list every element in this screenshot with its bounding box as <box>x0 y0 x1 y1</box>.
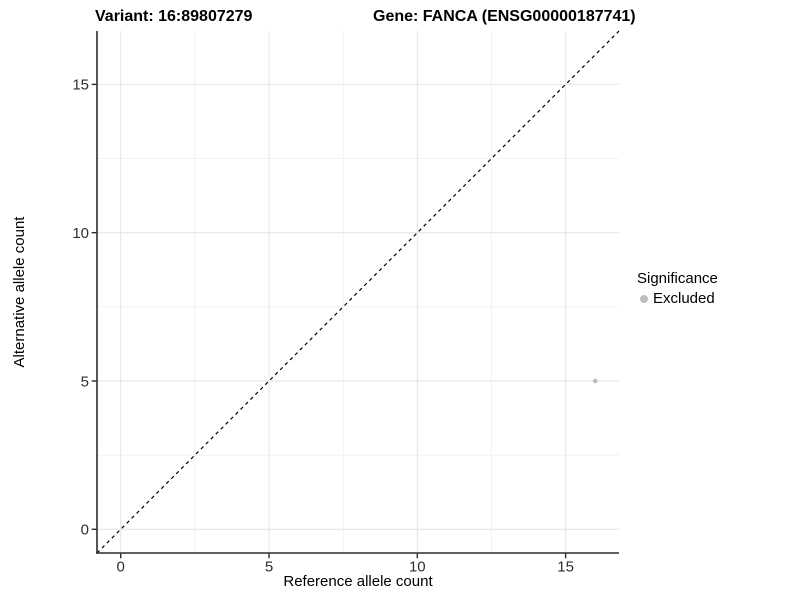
x-tick-label: 15 <box>557 559 574 576</box>
legend-title: Significance <box>637 270 718 287</box>
x-tick-label: 0 <box>117 559 125 576</box>
legend: Significance Excluded <box>637 269 718 308</box>
plot-title-gene: Gene: FANCA (ENSG00000187741) <box>373 8 636 25</box>
y-axis-title: Alternative allele count <box>11 216 28 368</box>
identity-line <box>96 30 620 554</box>
plot-title-variant: Variant: 16:89807279 <box>95 8 253 25</box>
legend-item-label: Excluded <box>653 290 715 307</box>
data-point <box>592 378 598 384</box>
x-tick-label: 5 <box>265 559 273 576</box>
y-tick-label: 5 <box>81 373 89 390</box>
x-axis-title: Reference allele count <box>283 573 433 590</box>
x-tick-label: 10 <box>409 559 426 576</box>
y-tick-label: 0 <box>81 522 89 539</box>
y-tick-label: 15 <box>72 77 89 94</box>
legend-point-icon <box>640 295 648 303</box>
y-tick-label: 10 <box>72 225 89 242</box>
legend-item-excluded: Excluded <box>637 290 718 308</box>
